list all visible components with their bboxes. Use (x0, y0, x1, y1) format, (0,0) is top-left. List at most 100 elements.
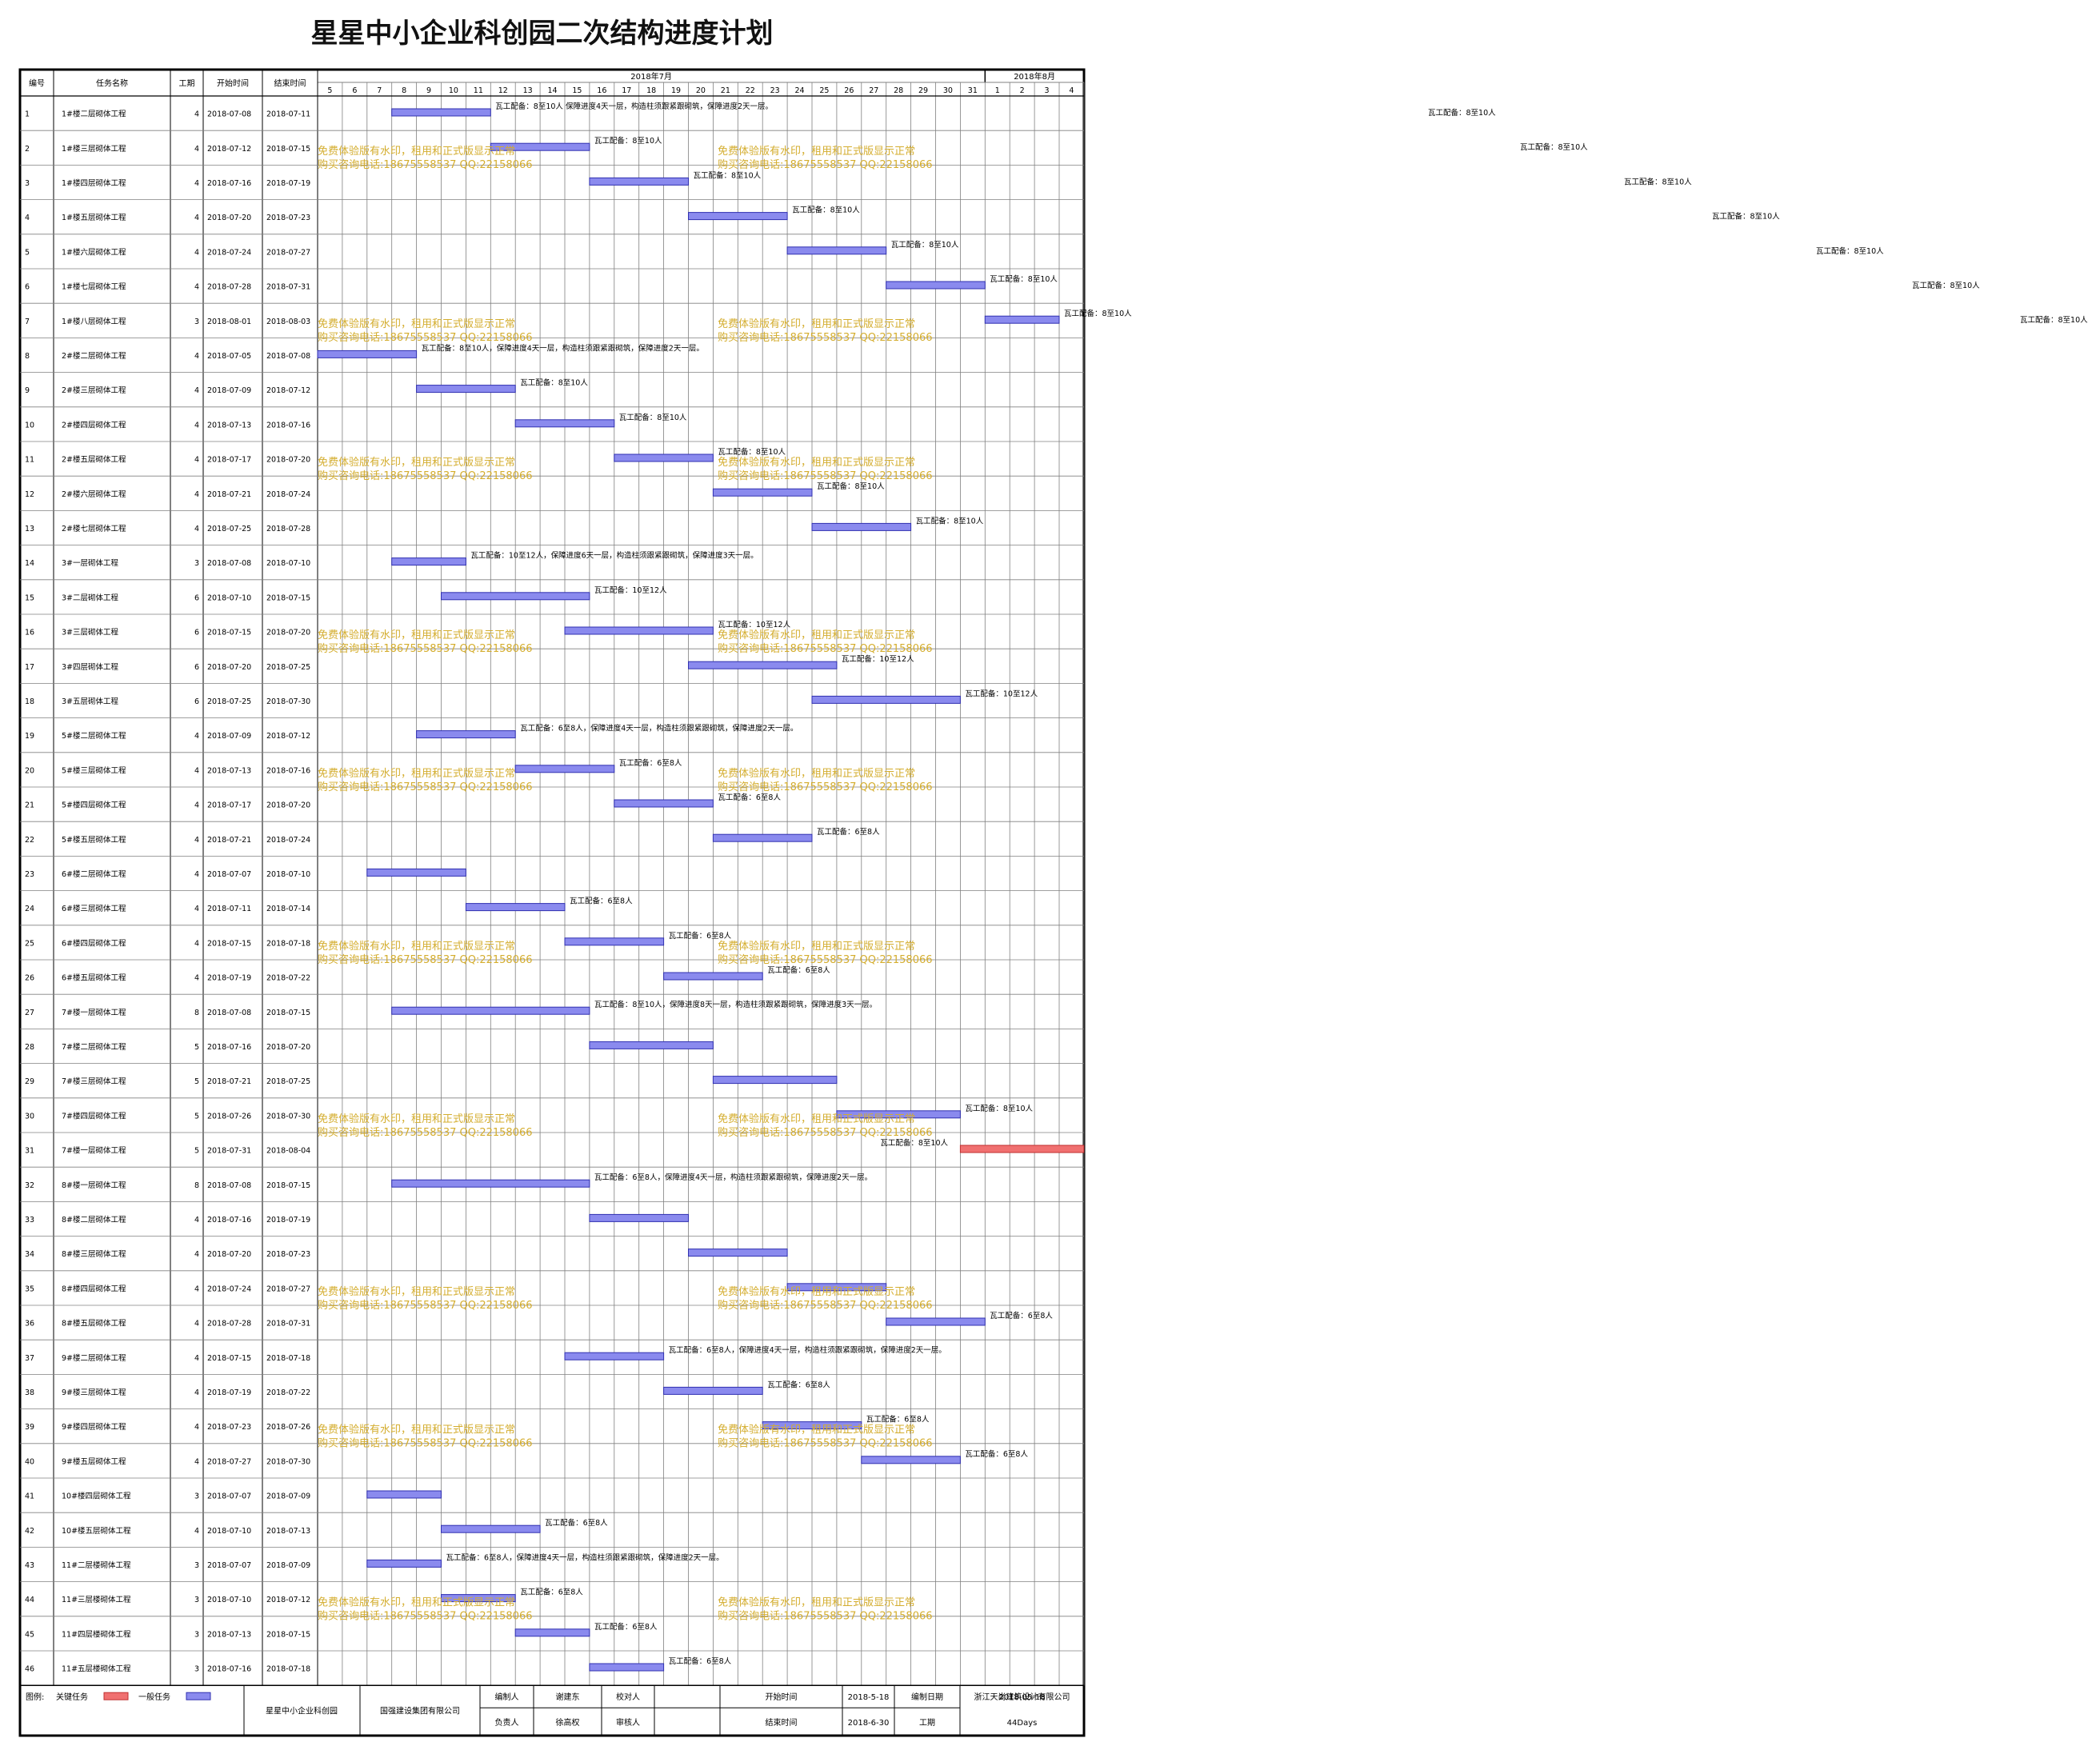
task-duration: 8 (194, 1181, 199, 1190)
task-id: 25 (25, 939, 34, 948)
legend-general-label: 一般任务 (138, 1692, 170, 1702)
task-note: 瓦工配备：10至12人，保障进度6天一层，构造柱须跟紧跟砌筑，保障进度3天一层。 (470, 551, 758, 561)
task-end: 2018-07-15 (266, 1630, 310, 1639)
task-id: 19 (25, 732, 34, 741)
task-start: 2018-07-07 (207, 870, 251, 879)
task-bar (391, 557, 466, 566)
task-id: 28 (25, 1043, 34, 1052)
task-bar (416, 385, 516, 394)
task-duration: 4 (194, 801, 199, 810)
task-end: 2018-07-11 (266, 110, 310, 119)
task-note: 瓦工配备：8至10人 (891, 240, 959, 250)
task-end: 2018-07-26 (266, 1423, 310, 1432)
watermark: 购买咨询电话:18675558537 QQ:22158066 (718, 469, 933, 482)
task-name: 5#楼四层砌体工程 (62, 801, 126, 810)
task-start: 2018-07-26 (207, 1112, 251, 1121)
table-frame (18, 68, 1086, 1737)
task-id: 44 (25, 1596, 34, 1604)
task-start: 2018-07-05 (207, 352, 251, 361)
day-label: 23 (770, 86, 780, 95)
task-end: 2018-07-19 (266, 1216, 310, 1225)
task-name: 1#楼六层砌体工程 (62, 247, 126, 257)
task-id: 12 (25, 490, 34, 499)
header-end: 结束时间 (274, 78, 306, 89)
task-bar (786, 246, 887, 255)
task-name: 2#楼三层砌体工程 (62, 386, 126, 395)
task-note: 瓦工配备：8至10人 (792, 206, 860, 215)
task-id: 45 (25, 1630, 34, 1639)
task-duration: 4 (194, 421, 199, 430)
task-bar (811, 695, 961, 704)
task-duration: 4 (194, 490, 199, 499)
task-id: 5 (25, 248, 30, 257)
watermark: 免费体验版有水印，租用和正式版显示正常 (318, 1285, 515, 1298)
task-name: 10#楼五层砌体工程 (62, 1526, 131, 1536)
footer-cell: 2018-05-18 (998, 1693, 1045, 1702)
task-end: 2018-07-08 (266, 352, 310, 361)
task-end: 2018-07-16 (266, 766, 310, 775)
watermark: 购买咨询电话:18675558537 QQ:22158066 (718, 1437, 933, 1450)
task-duration: 4 (194, 1285, 199, 1293)
task-note: 瓦工配备：6至8人 (669, 931, 732, 941)
task-duration: 6 (194, 663, 199, 672)
task-name: 5#楼三层砌体工程 (62, 765, 126, 775)
task-bar (614, 799, 714, 808)
task-bar (886, 1317, 986, 1326)
watermark: 免费体验版有水印，租用和正式版显示正常 (318, 318, 515, 330)
task-id: 27 (25, 1009, 34, 1017)
task-start: 2018-07-13 (207, 1630, 251, 1639)
watermark: 购买咨询电话:18675558537 QQ:22158066 (718, 1610, 933, 1623)
task-duration: 4 (194, 1250, 199, 1259)
task-end: 2018-07-20 (266, 801, 310, 810)
task-bar (441, 1524, 541, 1533)
task-name: 7#楼二层砌体工程 (62, 1042, 126, 1052)
task-end: 2018-07-22 (266, 1388, 310, 1397)
task-id: 40 (25, 1457, 34, 1466)
task-note: 瓦工配备：8至10人，保障进度4天一层，构造柱须跟紧跟砌筑，保障进度2天一层。 (422, 343, 704, 353)
task-end: 2018-07-23 (266, 1250, 310, 1259)
task-name: 3#五层砌体工程 (62, 697, 119, 706)
watermark: 免费体验版有水印，租用和正式版显示正常 (318, 145, 515, 158)
task-note: 瓦工配备：8至10人 (619, 413, 687, 422)
footer-cell: 审核人 (616, 1717, 640, 1728)
task-note: 瓦工配备：6至8人 (619, 758, 682, 768)
task-duration: 3 (194, 1492, 199, 1501)
day-label: 31 (968, 86, 978, 95)
task-start: 2018-07-09 (207, 386, 251, 395)
task-bar (886, 281, 986, 290)
task-start: 2018-07-16 (207, 1665, 251, 1674)
task-start: 2018-07-17 (207, 456, 251, 465)
task-start: 2018-07-08 (207, 1181, 251, 1190)
task-id: 18 (25, 697, 34, 706)
outside-note: 瓦工配备：8至10人 (1912, 281, 1980, 290)
task-end: 2018-07-13 (266, 1527, 310, 1536)
task-note: 瓦工配备：10至12人 (842, 654, 914, 664)
task-bar (688, 212, 788, 221)
task-bar (614, 453, 714, 462)
watermark: 免费体验版有水印，租用和正式版显示正常 (718, 767, 915, 780)
task-bar (317, 350, 418, 358)
header-start: 开始时间 (217, 78, 249, 89)
task-id: 10 (25, 421, 34, 430)
task-name: 2#楼二层砌体工程 (62, 351, 126, 361)
task-name: 6#楼五层砌体工程 (62, 973, 126, 983)
task-bar (836, 1110, 961, 1119)
task-bar (416, 730, 516, 739)
task-duration: 3 (194, 318, 199, 326)
watermark: 免费体验版有水印，租用和正式版显示正常 (318, 1596, 515, 1609)
task-duration: 4 (194, 939, 199, 948)
watermark: 免费体验版有水印，租用和正式版显示正常 (718, 318, 915, 330)
task-bar (514, 1628, 590, 1637)
task-id: 14 (25, 559, 34, 568)
task-duration: 6 (194, 593, 199, 602)
task-id: 29 (25, 1077, 34, 1086)
task-name: 9#楼三层砌体工程 (62, 1388, 126, 1397)
task-bar (514, 419, 615, 428)
task-note: 瓦工配备：8至10人 (1064, 309, 1132, 318)
task-bar (589, 177, 690, 186)
day-label: 26 (844, 86, 854, 95)
task-start: 2018-07-08 (207, 559, 251, 568)
task-bar (984, 315, 1060, 324)
task-duration: 5 (194, 1077, 199, 1086)
task-name: 1#楼二层砌体工程 (62, 110, 126, 119)
